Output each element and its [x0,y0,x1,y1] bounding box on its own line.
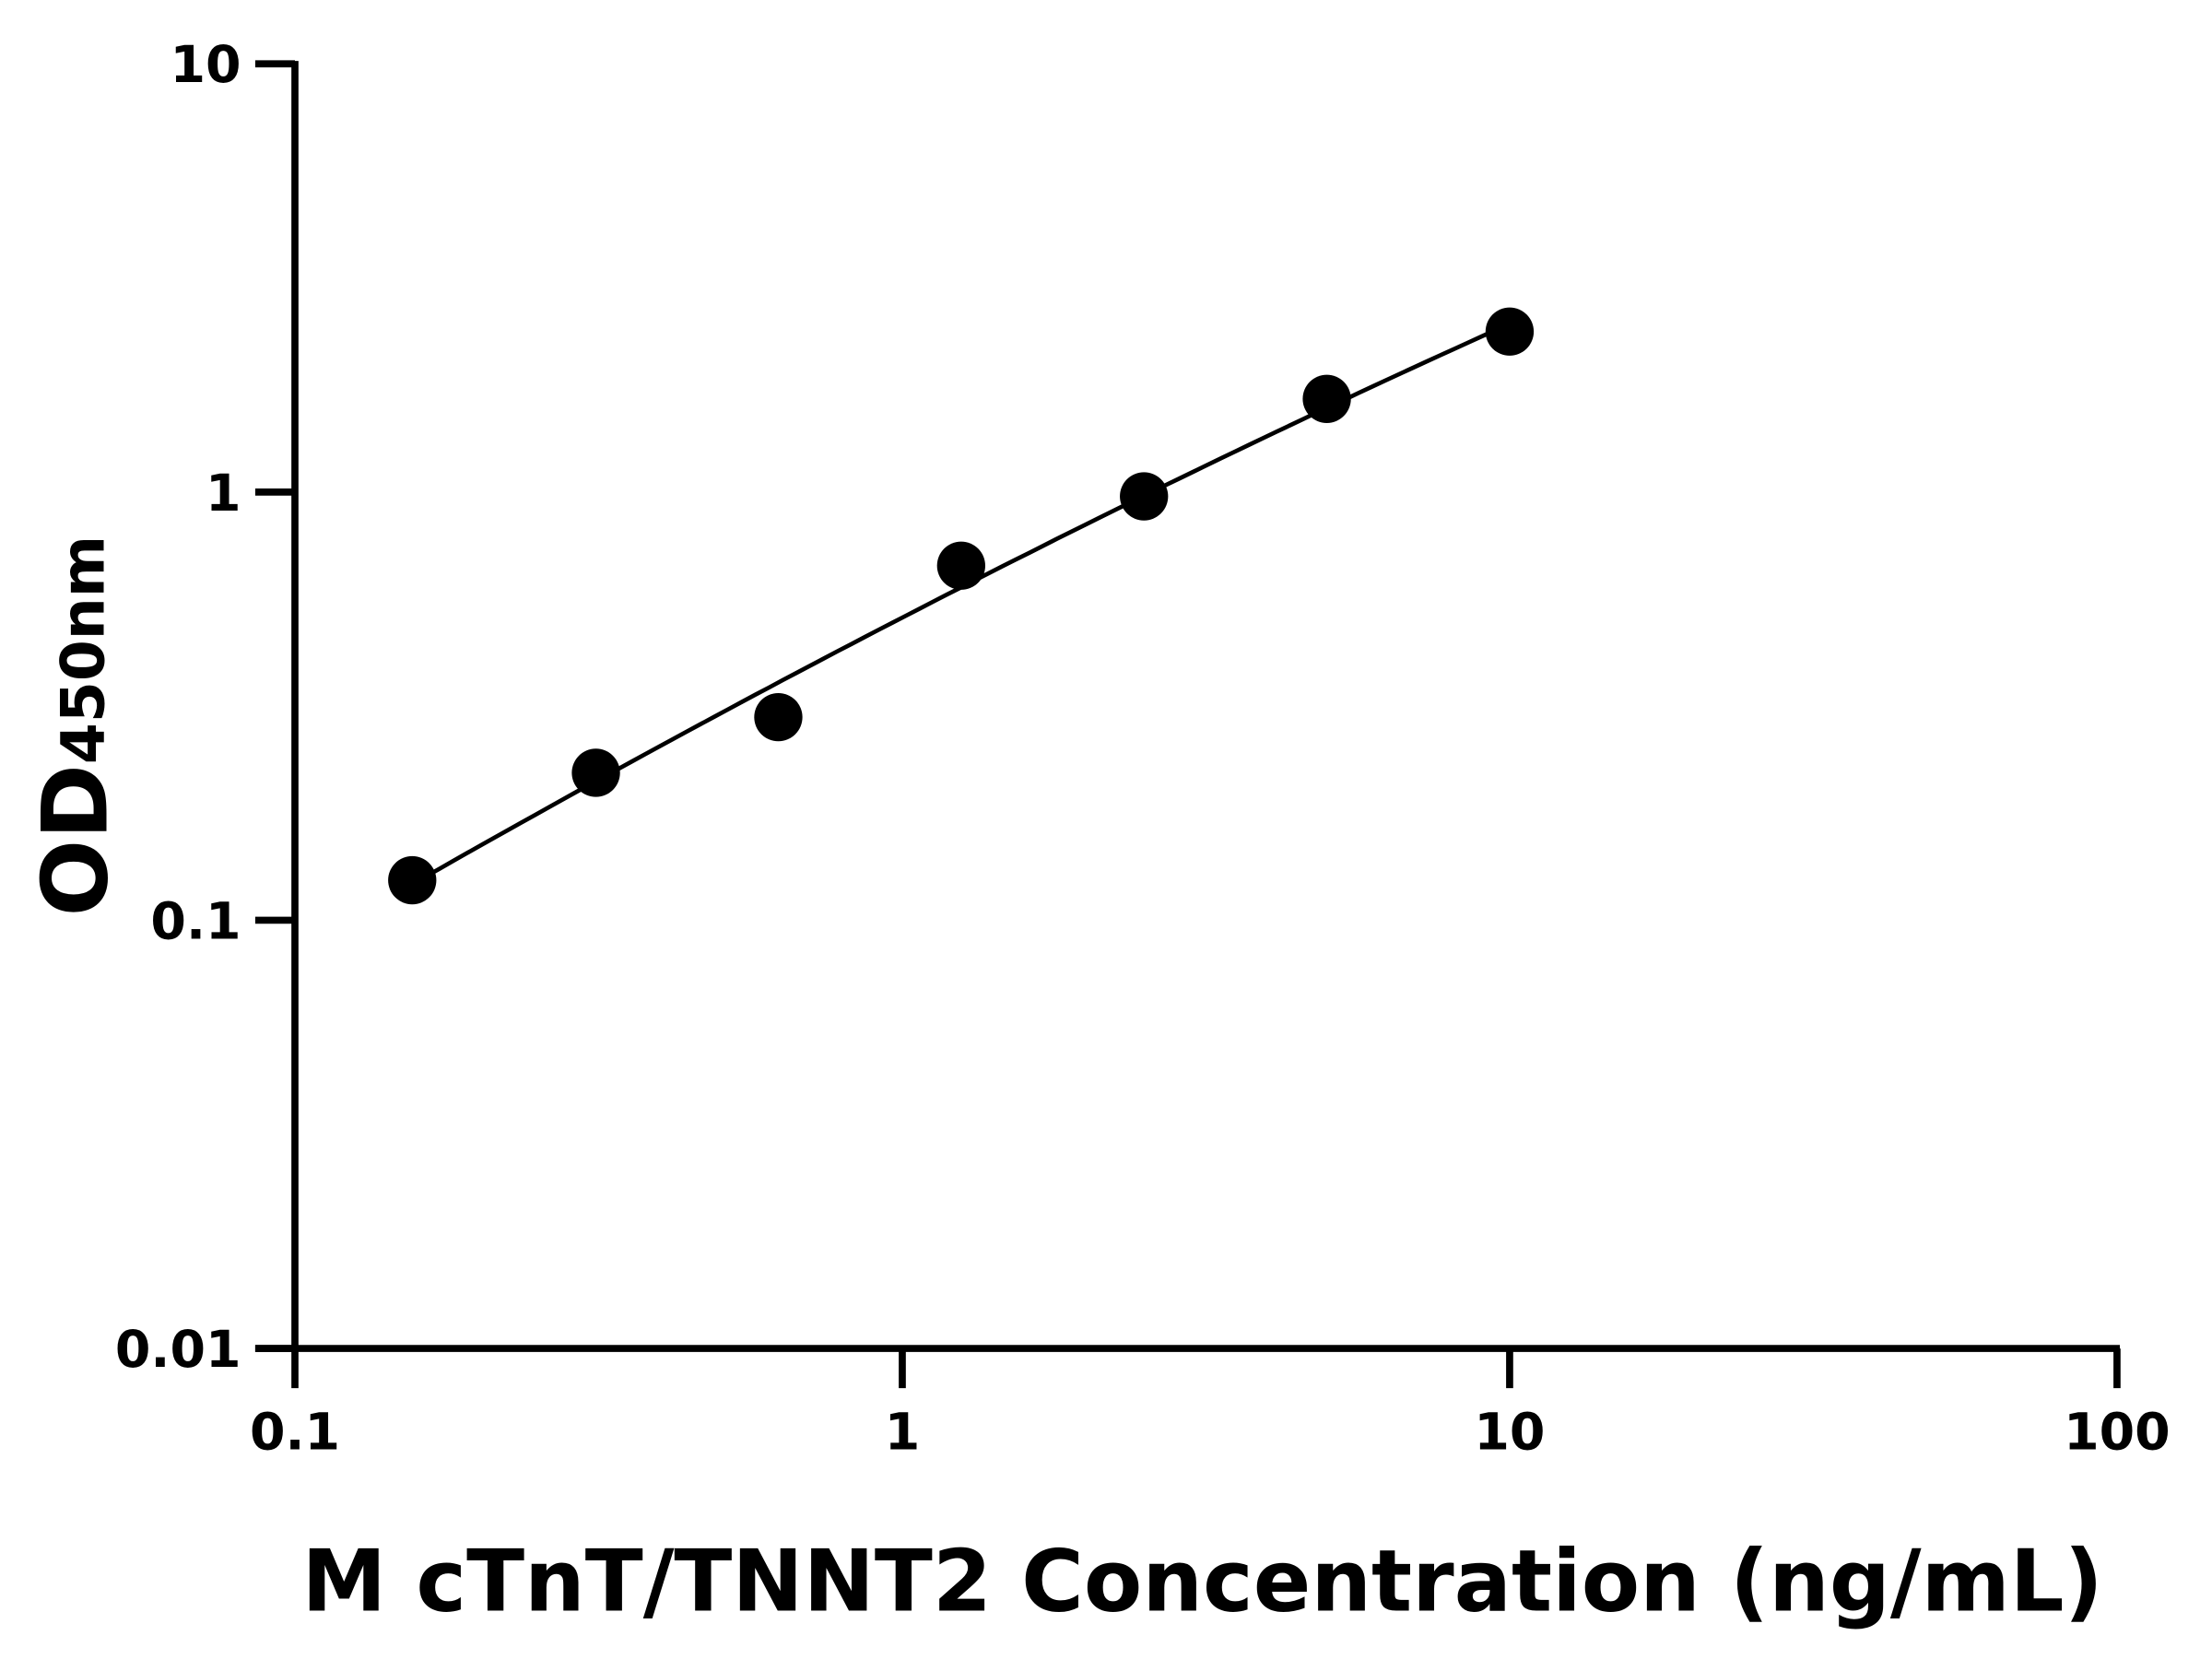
y-axis-label-subscript: 450nm [49,535,118,764]
y-axis-label: OD450nm [23,535,128,917]
y-tick-label: 10 [170,36,241,95]
data-point [1120,472,1169,521]
y-tick-label: 0.1 [150,892,241,951]
x-tick-label: 0.1 [250,1403,340,1462]
data-point [388,855,437,905]
data-point [571,748,620,797]
y-tick-label: 1 [206,465,241,524]
data-point [1485,307,1535,356]
x-tick-label: 10 [1474,1403,1545,1462]
y-axis-label-main: OD [23,764,128,916]
y-ticks: 0.01 0.1 1 10 [115,36,295,1380]
data-points-layer [388,307,1535,905]
data-point [1302,374,1351,423]
x-tick-label: 1 [885,1403,921,1462]
y-tick-label: 0.01 [115,1321,241,1380]
x-ticks: 0.1 1 10 100 [250,1348,2171,1462]
x-tick-label: 100 [2064,1403,2171,1462]
data-point [936,541,985,590]
data-point [754,692,803,742]
x-axis-label: M cTnT/TNNT2 Concentration (ng/mL) [301,1532,2102,1631]
